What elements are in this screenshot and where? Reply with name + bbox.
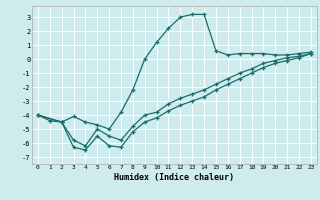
- X-axis label: Humidex (Indice chaleur): Humidex (Indice chaleur): [115, 173, 234, 182]
